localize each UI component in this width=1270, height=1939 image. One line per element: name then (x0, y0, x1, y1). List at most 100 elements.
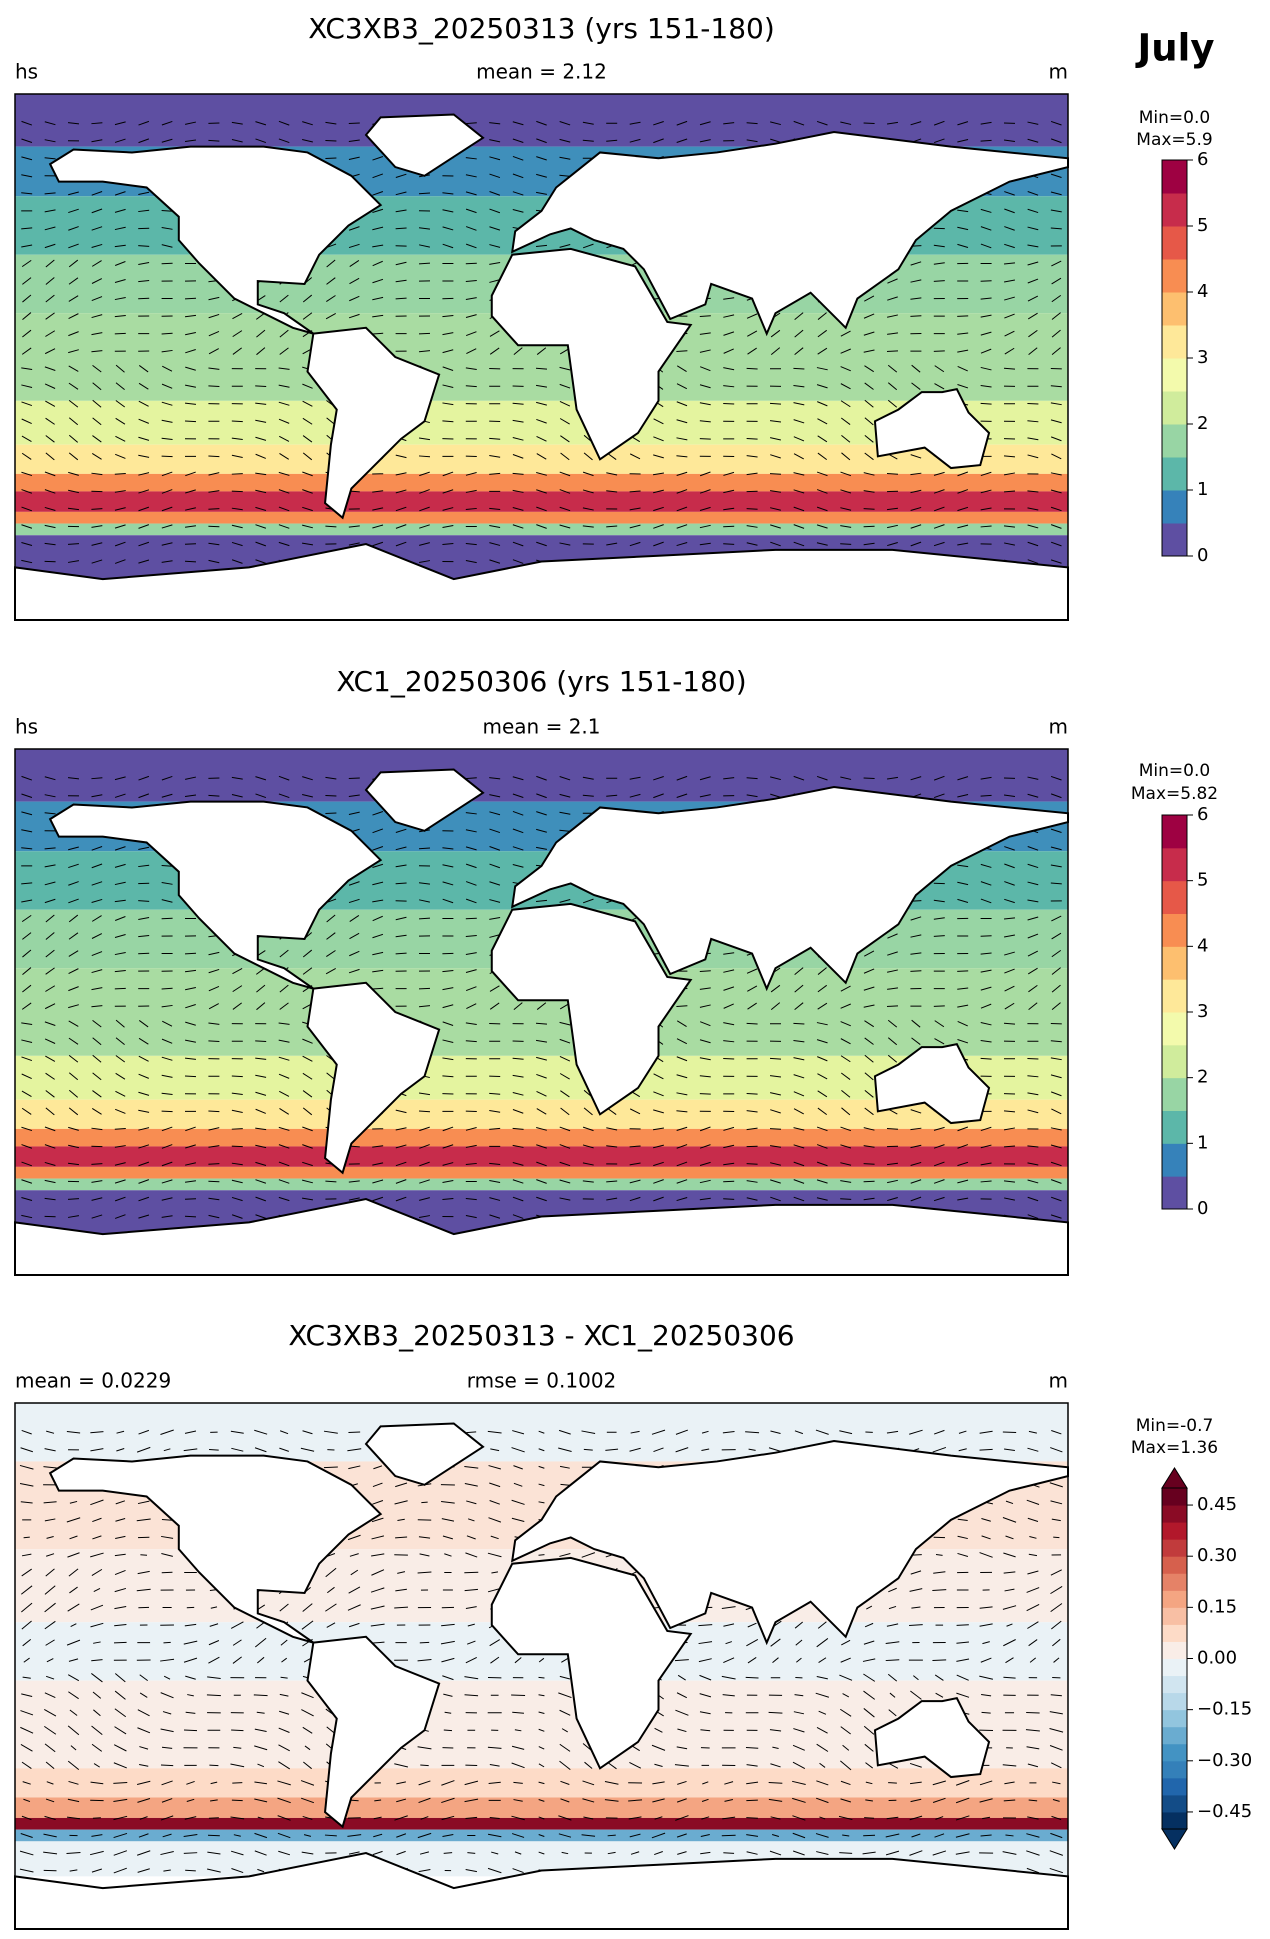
wave-arrow (1028, 329, 1038, 338)
wave-arrow (302, 139, 313, 143)
wave-arrow (887, 1054, 898, 1063)
wave-arrow (278, 138, 290, 144)
wave-arrow (698, 1641, 713, 1645)
wave-arrow (793, 385, 805, 388)
colorbar-stat: Max=1.36 (1131, 1438, 1218, 1458)
wave-arrow (347, 1448, 362, 1452)
wave-arrow (793, 489, 805, 494)
wave-arrow (489, 454, 501, 458)
wave-arrow (1027, 559, 1039, 564)
wave-arrow (92, 1535, 102, 1540)
wave-arrow (933, 793, 945, 799)
wave-arrow (114, 1587, 127, 1593)
wave-arrow (465, 243, 477, 249)
wave-arrow (489, 472, 501, 475)
wave-arrow (278, 435, 290, 442)
wave-arrow (559, 156, 571, 160)
wave-arrow (255, 524, 267, 529)
wave-arrow (1051, 1430, 1062, 1435)
wave-arrow (1003, 472, 1016, 476)
wave-arrow (21, 1693, 33, 1698)
wave-arrow (91, 208, 103, 214)
wave-arrow (208, 951, 220, 956)
wave-arrow (208, 490, 220, 493)
wave-arrow (559, 471, 571, 477)
wave-arrow (444, 1553, 452, 1557)
wave-arrow (511, 1499, 525, 1505)
wave-arrow (441, 1501, 455, 1504)
wave-arrow (21, 882, 33, 885)
wave-arrow (113, 1798, 128, 1803)
wave-arrow (45, 1675, 55, 1680)
colorbar-segment (1162, 1176, 1187, 1210)
wave-arrow (255, 1040, 267, 1043)
wave-arrow (465, 1197, 477, 1201)
wave-arrow (372, 1196, 384, 1202)
wave-arrow (793, 436, 805, 442)
wave-arrow (701, 1816, 710, 1820)
wave-arrow (1027, 916, 1039, 921)
wave-arrow (815, 1833, 829, 1838)
wave-arrow (792, 1744, 805, 1751)
wave-arrow (206, 1694, 221, 1697)
wave-arrow (186, 1780, 195, 1785)
wave-arrow (980, 952, 992, 955)
wave-arrow (113, 1781, 128, 1784)
wave-arrow (20, 1833, 33, 1838)
wave-arrow (184, 139, 197, 142)
wave-arrow (699, 776, 711, 781)
wave-arrow (160, 1851, 174, 1856)
wave-arrow (772, 1657, 779, 1664)
wave-arrow (114, 1553, 126, 1557)
wave-arrow (325, 1603, 337, 1612)
wave-arrow (92, 399, 102, 408)
colorbar-segment (1162, 1607, 1187, 1625)
wave-arrow (21, 1761, 32, 1769)
wave-arrow (113, 1641, 127, 1644)
wave-arrow (1050, 385, 1062, 388)
wave-arrow (441, 1518, 455, 1522)
wave-arrow (839, 1674, 853, 1681)
wave-arrow (44, 1144, 56, 1149)
wave-arrow (653, 506, 664, 512)
wave-arrow (513, 1781, 523, 1784)
wave-arrow (864, 434, 874, 443)
wave-arrow (68, 932, 79, 940)
wave-arrow (1027, 846, 1039, 851)
wave-arrow (185, 349, 196, 354)
wave-arrow (442, 1833, 454, 1837)
wave-arrow (138, 524, 150, 529)
wave-arrow (911, 1833, 921, 1838)
colorbar-tick-label: −0.30 (1197, 1750, 1252, 1771)
wave-arrow (278, 524, 290, 529)
wave-arrow (138, 472, 150, 476)
wave-arrow (489, 899, 501, 903)
wave-arrow (44, 794, 56, 798)
wave-arrow (69, 1500, 78, 1504)
wave-arrow (723, 348, 734, 354)
wave-arrow (303, 1761, 312, 1770)
wave-arrow (161, 1215, 173, 1218)
wave-arrow (629, 121, 641, 125)
wave-arrow (957, 506, 969, 512)
wave-arrow (1051, 453, 1062, 460)
wave-arrow (512, 436, 524, 441)
wave-arrow (1003, 1639, 1016, 1647)
wave-arrow (208, 1040, 220, 1043)
wave-arrow (1027, 1075, 1039, 1078)
wave-arrow (863, 1145, 875, 1148)
wave-arrow (511, 1745, 525, 1750)
wave-arrow (136, 1518, 151, 1522)
wave-arrow (559, 1161, 571, 1167)
wave-arrow (114, 1690, 126, 1700)
wave-arrow (232, 347, 243, 355)
wave-arrow (957, 365, 968, 372)
wave-arrow (372, 933, 384, 939)
wave-arrow (91, 1005, 103, 1008)
wave-arrow (957, 898, 969, 903)
land (306, 981, 441, 1175)
wave-arrow (536, 401, 547, 406)
wave-arrow (699, 349, 711, 353)
wave-arrow (653, 1447, 664, 1453)
wave-arrow (489, 846, 501, 851)
